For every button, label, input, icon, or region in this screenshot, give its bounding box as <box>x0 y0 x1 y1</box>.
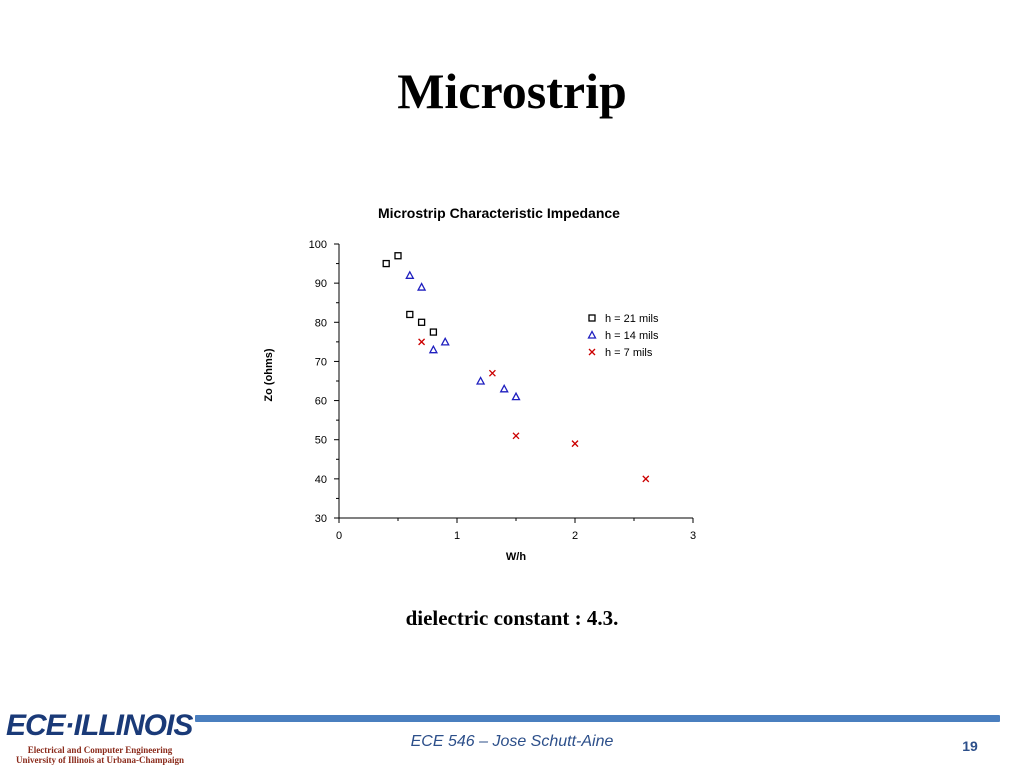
x-axis-label: W/h <box>506 551 526 563</box>
chart-svg: Microstrip Characteristic Impedance 3040… <box>263 205 696 563</box>
chart-axes <box>338 244 693 519</box>
slide-subtitle: dielectric constant : 4.3. <box>405 606 619 630</box>
legend-marker-cross <box>588 348 596 356</box>
x-tick-label: 2 <box>572 530 578 542</box>
chart-legend: h = 21 mils h = 14 mils h = 7 mils <box>587 313 659 359</box>
legend-label: h = 14 mils <box>605 330 659 342</box>
data-point-square <box>394 252 402 260</box>
data-point-square <box>429 328 438 336</box>
slide-title: Microstrip <box>397 63 627 119</box>
data-point-square <box>417 318 426 326</box>
y-tick-label: 80 <box>315 317 327 329</box>
data-point-cross <box>512 432 520 440</box>
data-point-triangle <box>428 344 438 354</box>
legend-marker-triangle <box>587 330 597 339</box>
data-point-triangle <box>476 376 486 385</box>
legend-marker-square <box>588 314 596 322</box>
x-tick-label: 0 <box>336 530 342 542</box>
logo-line-1: Electrical and Computer Engineering <box>27 745 173 755</box>
y-axis-label: Zo (ohms) <box>263 348 275 401</box>
y-tick-label: 30 <box>315 513 327 525</box>
chart-ticks: 30 40 50 60 70 80 90 100 0 1 2 3 <box>309 239 696 542</box>
y-tick-label: 60 <box>315 396 327 408</box>
ece-illinois-logo: ECE·ILLINOIS <box>6 708 193 744</box>
data-point-triangle <box>499 383 509 393</box>
data-point-cross <box>642 475 650 483</box>
data-point-cross <box>418 338 426 346</box>
legend-label: h = 21 mils <box>605 313 659 325</box>
x-tick-label: 3 <box>690 530 696 542</box>
chart-title: Microstrip Characteristic Impedance <box>378 205 620 221</box>
y-tick-label: 100 <box>309 239 327 251</box>
y-tick-label: 40 <box>315 474 327 486</box>
chart-marks <box>382 252 650 483</box>
data-point-square <box>382 259 390 268</box>
logo-text: ECE·ILLINOIS <box>6 709 193 742</box>
chart: Microstrip Characteristic Impedance 30 40… <box>250 195 710 575</box>
page-number: 19 <box>962 738 978 754</box>
data-point-triangle <box>417 282 427 291</box>
footer-accent-bar <box>195 715 1000 722</box>
data-point-square <box>406 310 414 319</box>
data-point-cross <box>571 440 579 448</box>
x-tick-label: 1 <box>454 530 460 542</box>
y-tick-label: 50 <box>315 435 327 447</box>
data-point-triangle <box>440 336 450 346</box>
data-point-triangle <box>405 270 415 279</box>
y-tick-label: 70 <box>315 356 327 368</box>
data-point-triangle <box>511 391 521 401</box>
y-tick-label: 90 <box>315 278 327 290</box>
legend-label: h = 7 mils <box>605 347 653 359</box>
data-point-cross <box>488 369 496 377</box>
logo-line-2: University of Illinois at Urbana-Champai… <box>15 755 185 765</box>
footer-course-author: ECE 546 – Jose Schutt-Aine <box>410 733 614 750</box>
